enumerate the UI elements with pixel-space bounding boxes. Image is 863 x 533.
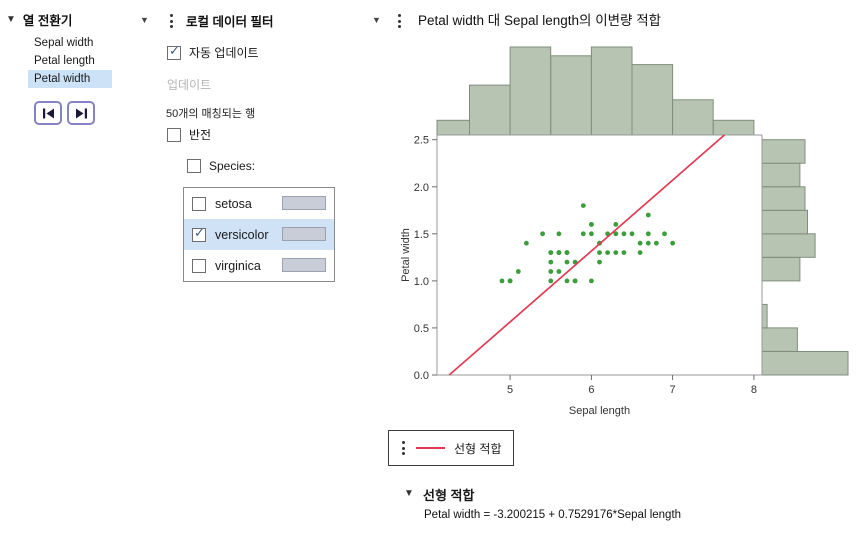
setosa-proportion-bar (282, 196, 326, 210)
column-item-petal-width[interactable]: Petal width (28, 70, 112, 88)
svg-text:Petal width: Petal width (400, 228, 412, 282)
species-row: Species: (187, 159, 255, 173)
legend-menu-icon[interactable] (400, 439, 407, 457)
svg-text:1.0: 1.0 (414, 276, 429, 288)
level-row-setosa[interactable]: setosa (184, 188, 334, 219)
linear-fit-section-title: 선형 적합 (423, 488, 475, 503)
virginica-proportion-bar (282, 258, 326, 272)
svg-text:0.0: 0.0 (414, 370, 429, 382)
invert-label: 반전 (189, 128, 212, 142)
svg-text:1.5: 1.5 (414, 229, 429, 241)
local-filter-title: 로컬 데이터 필터 (186, 15, 274, 29)
svg-text:8: 8 (751, 384, 757, 396)
svg-text:7: 7 (670, 384, 676, 396)
bivariate-scatterplot[interactable]: 5 6 7 8 0.0 0.5 1.0 1.5 2.0 2.5 Sepal length Petal … (395, 40, 863, 420)
invert-checkbox[interactable] (167, 127, 181, 142)
column-switcher-collapse-icon[interactable]: ▼ (6, 13, 16, 25)
svg-text:2.5: 2.5 (414, 135, 429, 147)
linear-fit-equation: Petal width = -3.200215 + 0.7529176*Sepa… (424, 509, 682, 521)
bivariate-menu-icon[interactable] (396, 12, 403, 30)
level-label: setosa (215, 196, 252, 211)
auto-update-row: 자동 업데이트 (167, 44, 259, 61)
level-row-virginica[interactable]: virginica (184, 250, 334, 281)
last-column-button[interactable] (67, 101, 95, 125)
species-checkbox[interactable] (187, 159, 201, 173)
level-row-versicolor[interactable]: versicolor (184, 219, 334, 250)
setosa-checkbox[interactable] (192, 196, 206, 211)
column-switcher-list: Sepal width Petal length Petal width (28, 34, 112, 88)
svg-text:6: 6 (588, 384, 594, 396)
auto-update-label: 자동 업데이트 (189, 46, 259, 60)
svg-text:0.5: 0.5 (414, 323, 429, 335)
local-filter-menu-icon[interactable] (168, 12, 175, 30)
linear-fit-legend-label: 선형 적합 (454, 441, 502, 456)
column-item-label: Petal width (34, 73, 91, 85)
level-label: virginica (215, 258, 261, 273)
column-switcher-title: 열 전환기 (22, 14, 73, 28)
species-level-listbox: setosa versicolor virginica (183, 187, 335, 282)
linear-fit-line-swatch (416, 447, 445, 449)
matching-rows-text: 50개의 매칭되는 행 (166, 108, 256, 120)
level-label: versicolor (215, 227, 269, 242)
update-button[interactable]: 업데이트 (167, 78, 212, 92)
step-last-icon (75, 108, 87, 118)
species-label: Species: (209, 159, 256, 173)
bivariate-title: Petal width 대 Sepal length의 이변량 적합 (418, 13, 662, 28)
column-item-sepal-width[interactable]: Sepal width (28, 34, 112, 52)
versicolor-proportion-bar (282, 227, 326, 241)
step-first-icon (42, 108, 54, 118)
invert-row: 반전 (167, 126, 211, 143)
linear-fit-collapse-icon[interactable]: ▼ (404, 488, 414, 499)
column-switcher-nav (34, 101, 95, 125)
auto-update-checkbox[interactable] (167, 44, 181, 60)
versicolor-checkbox[interactable] (192, 226, 206, 242)
svg-text:Sepal length: Sepal length (569, 405, 630, 417)
column-item-petal-length[interactable]: Petal length (28, 52, 112, 70)
fit-legend-box: 선형 적합 (388, 430, 514, 466)
column-switcher-panel: ▼ 열 전환기 (6, 10, 72, 29)
bivariate-collapse-arrow[interactable]: ▼ (372, 15, 381, 25)
svg-text:2.0: 2.0 (414, 182, 429, 194)
column-item-label: Sepal width (34, 37, 94, 49)
first-column-button[interactable] (34, 101, 62, 125)
virginica-checkbox[interactable] (192, 258, 206, 273)
column-item-label: Petal length (34, 55, 95, 67)
local-filter-collapse-arrow[interactable]: ▼ (140, 15, 149, 25)
svg-text:5: 5 (507, 384, 513, 396)
